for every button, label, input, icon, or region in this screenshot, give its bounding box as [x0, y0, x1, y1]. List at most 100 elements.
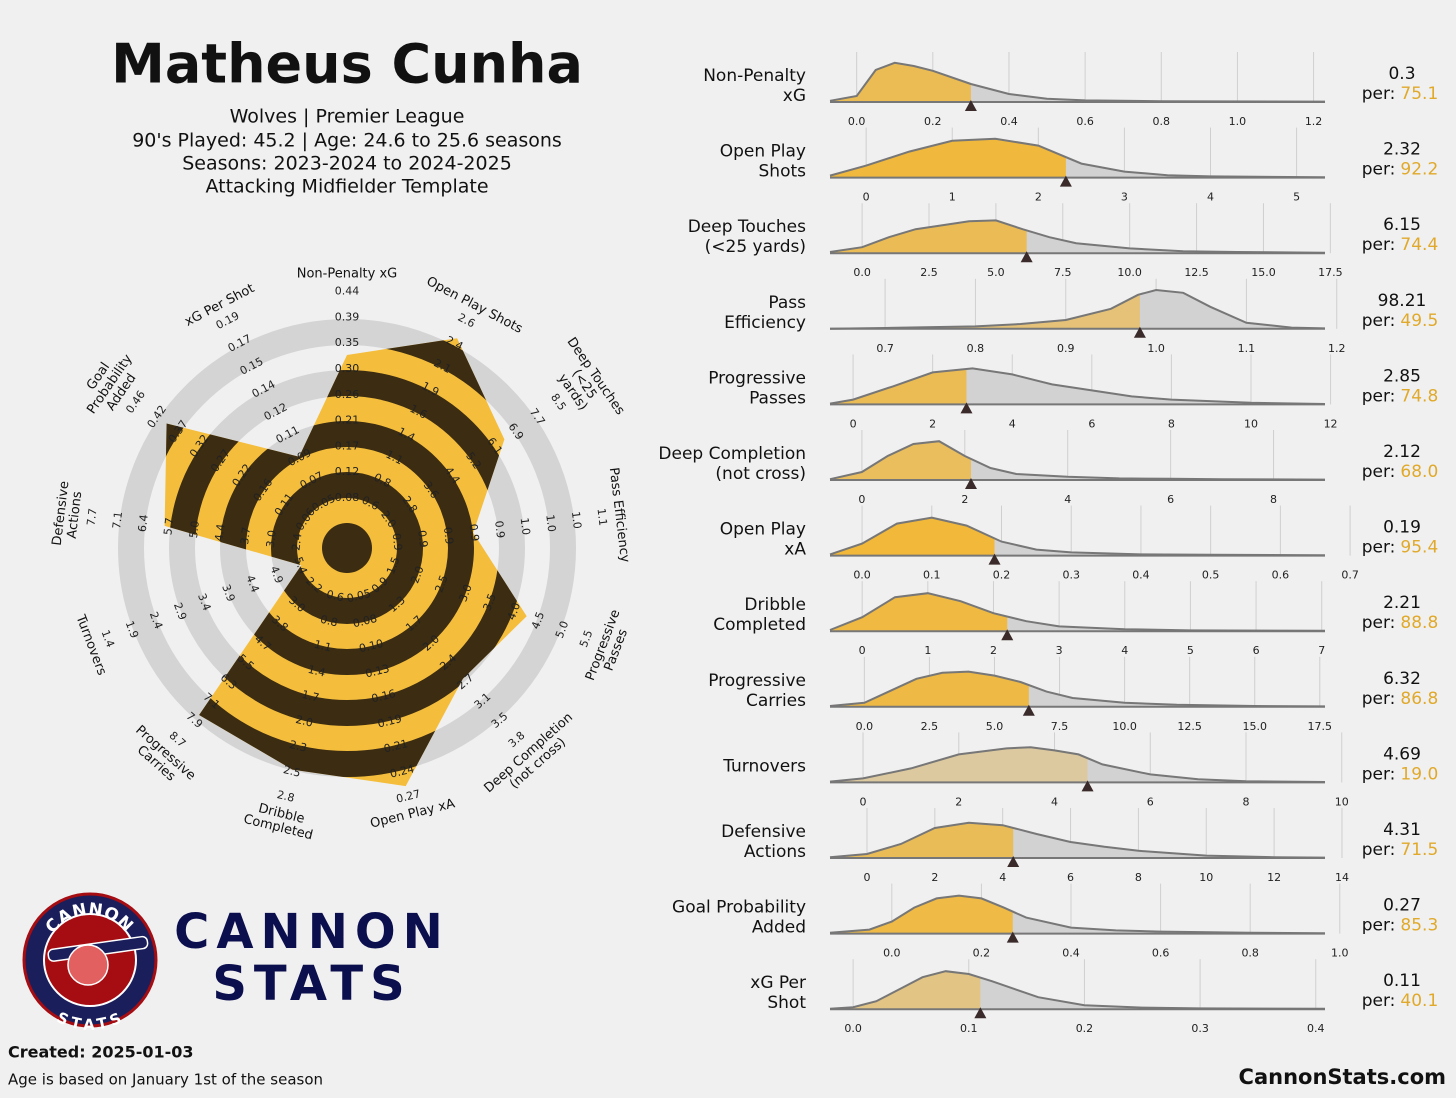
x-tick-label: 0.4: [1000, 115, 1018, 128]
radar-tick-label: 5.4: [291, 555, 309, 576]
percentile-prefix: per:: [1362, 689, 1396, 709]
percentile-value: 49.5: [1400, 311, 1438, 331]
radar-tick-label: 1.0: [543, 514, 558, 533]
x-tick-label: 8: [1243, 795, 1250, 808]
radar-tick-label: 0.26: [335, 388, 360, 401]
radar: 0.080.120.170.210.260.300.350.390.440.60…: [50, 267, 632, 844]
x-tick-label: 4: [999, 871, 1006, 884]
value-label: 2.85: [1383, 366, 1421, 386]
radar-tick-label: 0.17: [335, 439, 360, 452]
density-line: [829, 61, 1326, 103]
radar-tick-label: 0.19: [376, 712, 403, 730]
density-panel: 0.0 2.5 5.0 7.5 10.0 12.5 15.0 17.5 ProgressiveC…: [708, 656, 1438, 733]
percentile-value: 74.8: [1400, 386, 1438, 406]
density-area-below: [830, 138, 1066, 178]
percentile-label: per: 95.4: [1362, 538, 1439, 558]
percentile-value: 40.1: [1400, 991, 1438, 1011]
value-marker: [1022, 704, 1035, 716]
subtitle: Seasons: 2023-2024 to 2024-2025: [182, 153, 512, 175]
metric-label: Carries: [746, 691, 806, 711]
x-tick-label: 12: [1267, 871, 1281, 884]
x-tick-label: 4: [1121, 644, 1128, 657]
radar-tick-label: 2.0: [294, 713, 314, 730]
percentile-prefix: per:: [1362, 916, 1396, 936]
metric-label: Progressive: [708, 671, 806, 691]
value-marker: [960, 402, 973, 414]
density-area-rest: [830, 290, 1325, 329]
radar-tick-label: 5.0: [187, 520, 202, 539]
x-tick-label: 12.5: [1184, 266, 1209, 279]
x-tick-label: 0.2: [993, 569, 1011, 582]
metric-label: Open Play: [720, 520, 806, 540]
percentile-value: 85.3: [1400, 916, 1438, 936]
x-tick-label: 8: [1168, 417, 1175, 430]
radar-tick-label: 1.0: [569, 511, 584, 530]
percentile-prefix: per:: [1362, 840, 1396, 860]
metric-label: (not cross): [715, 464, 806, 484]
x-tick-label: 6: [1067, 871, 1074, 884]
metric-label: xG: [783, 86, 806, 106]
metric-label: xG Per: [750, 973, 806, 993]
x-tick-label: 5: [1293, 191, 1300, 204]
x-tick-label: 10: [1199, 871, 1213, 884]
density-line: [829, 894, 1326, 935]
radar-tick-label: 1.7: [300, 688, 320, 705]
x-tick-label: 0: [863, 191, 870, 204]
percentile-label: per: 85.3: [1362, 916, 1439, 936]
metric-label: Defensive: [721, 822, 806, 842]
radar-tick-label: 0.08: [335, 491, 360, 504]
x-tick-label: 0.4: [1062, 947, 1080, 960]
radar-tick-label: 7.7: [84, 508, 99, 527]
radar-tick-label: 4.9: [267, 564, 285, 585]
percentile-prefix: per:: [1362, 991, 1396, 1011]
radar-tick-label: 1.9: [123, 619, 141, 640]
radar-tick-label: 0.24: [389, 762, 416, 780]
density-line: [829, 746, 1326, 783]
radar-band: [322, 523, 372, 573]
radar-tick-label: 0.9: [492, 520, 507, 539]
density-area-rest: [830, 971, 1325, 1010]
radar-tick-label: 0.30: [335, 362, 360, 375]
x-tick-label: 2.5: [920, 266, 938, 279]
value-label: 2.32: [1383, 140, 1421, 160]
radar-tick-label: 7.1: [110, 511, 125, 530]
percentile-prefix: per:: [1362, 311, 1396, 331]
percentile-label: per: 40.1: [1362, 991, 1439, 1011]
x-tick-label: 7.5: [1051, 720, 1069, 733]
x-tick-label: 1.0: [1331, 947, 1349, 960]
value-label: 0.27: [1383, 896, 1421, 916]
x-tick-label: 0.1: [960, 1022, 978, 1035]
x-tick-label: 4: [1207, 191, 1214, 204]
x-tick-label: 2: [955, 795, 962, 808]
x-tick-label: 0.0: [883, 947, 901, 960]
radar-tick-label: 1.0: [518, 517, 533, 536]
x-tick-label: 6: [1147, 795, 1154, 808]
radar-tick-label: 5.0: [553, 619, 571, 640]
value-marker: [974, 1007, 987, 1019]
radar-tick-label: 4.0: [505, 601, 523, 622]
value-marker: [964, 478, 977, 489]
percentile-prefix: per:: [1362, 386, 1396, 406]
logo: CANNON STATS CANNON STATS: [22, 892, 443, 1033]
x-tick-label: 8: [1135, 871, 1142, 884]
x-tick-label: 12.5: [1177, 720, 1202, 733]
value-label: 2.21: [1383, 593, 1421, 613]
x-tick-label: 0.9: [1057, 342, 1075, 355]
x-tick-label: 5: [1187, 644, 1194, 657]
x-tick-label: 0.0: [848, 115, 866, 128]
metric-label: Passes: [749, 388, 806, 408]
radar-tick-label: 3.4: [195, 592, 213, 613]
x-tick-label: 3: [1121, 191, 1128, 204]
radar-tick-label: 2.3: [288, 738, 308, 755]
x-tick-label: 0.1: [923, 569, 941, 582]
percentile-label: per: 71.5: [1362, 840, 1439, 860]
x-tick-label: 4: [1009, 417, 1016, 430]
x-tick-label: 2: [929, 417, 936, 430]
x-tick-label: 0.5: [1202, 569, 1220, 582]
x-tick-label: 15.0: [1242, 720, 1267, 733]
